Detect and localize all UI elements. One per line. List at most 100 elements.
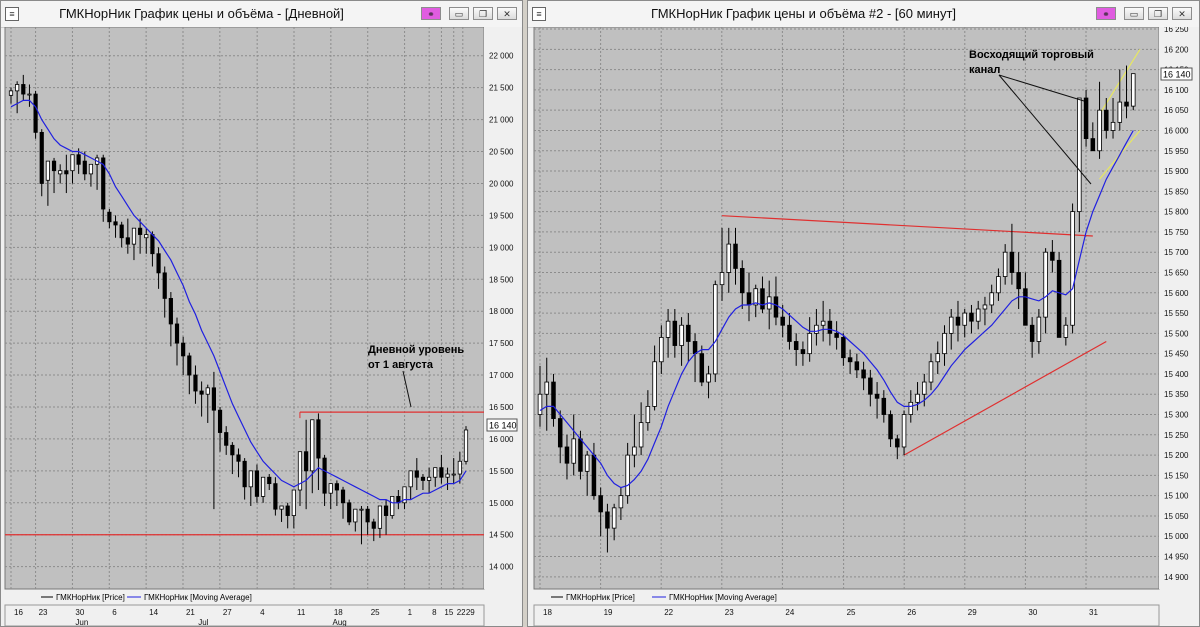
daily-chart-window: ≡ ГМКНорНик График цены и объёма - [Днев… (0, 0, 523, 627)
candle-up (935, 353, 941, 363)
candle-up (659, 337, 664, 363)
y-tick-label: 16 500 (489, 403, 514, 412)
candle-down (793, 341, 799, 350)
y-tick-label: 19 000 (489, 243, 514, 252)
y-tick-label: 15 850 (1164, 187, 1189, 196)
daily-chart[interactable]: 22 000 21 500 21 000 20 500 20 000 19 500 19 0… (1, 27, 522, 626)
minimize-icon[interactable]: ▭ (449, 7, 469, 20)
x-tick-label: 23 (725, 608, 734, 617)
candle-up (279, 505, 284, 510)
candle-up (713, 284, 718, 375)
candle-up (408, 470, 413, 488)
candle-down (800, 349, 806, 355)
candle-down (868, 377, 873, 395)
candle-up (1002, 251, 1008, 277)
candle-down (420, 476, 426, 481)
candle-up (70, 154, 75, 172)
candle-up (463, 429, 469, 462)
candle-down (672, 320, 678, 346)
candle-up (402, 486, 407, 504)
candle-down (334, 483, 339, 491)
candle-down (564, 446, 570, 464)
trend-line (903, 340, 1107, 456)
y-tick-label: 15 900 (1164, 167, 1189, 176)
candle-down (598, 495, 603, 513)
candle-up (8, 90, 14, 96)
candle-down (51, 160, 57, 172)
y-tick-label: 15 200 (1164, 451, 1189, 460)
candle-down (1050, 251, 1055, 261)
y-tick-label: 15 500 (1164, 329, 1189, 338)
candle-up (451, 473, 456, 476)
candle-down (174, 323, 180, 344)
candle-down (578, 438, 583, 472)
candle-up (908, 401, 914, 415)
last-price-box (1160, 67, 1193, 81)
candle-down (591, 454, 597, 497)
candle-down (125, 237, 130, 245)
candle-up (433, 467, 438, 478)
candle-down (107, 211, 112, 223)
candle-down (39, 131, 44, 184)
y-tick-label: 16 000 (489, 435, 514, 444)
restore-icon[interactable]: ❐ (1148, 7, 1168, 20)
y-axis-area (484, 27, 522, 589)
month-label: Jun (75, 618, 88, 626)
candle-down (64, 170, 69, 175)
candle-up (205, 387, 210, 395)
candle-down (888, 414, 893, 440)
candle-down (254, 470, 260, 497)
x-tick-label: 18 (334, 608, 343, 617)
window-menu-icon[interactable]: ≡ (5, 7, 19, 21)
close-icon[interactable]: ✕ (497, 7, 517, 20)
candle-up (427, 476, 432, 481)
plot-area (533, 27, 1160, 590)
annotation-line1: Восходящий торговый (969, 49, 1094, 61)
title-bar: ≡ ГМКНорНик График цены и объёма - [Днев… (1, 1, 522, 28)
x-tick-label: 8 (432, 608, 437, 617)
candle-down (242, 460, 247, 488)
candle-up (144, 234, 149, 239)
candle-down (1090, 138, 1096, 152)
candle-down (273, 483, 278, 510)
candle-down (211, 387, 216, 411)
candle-up (261, 476, 266, 497)
candle-up (377, 505, 383, 529)
legend-price: ГМКНорНик [Price] (566, 593, 635, 602)
link-icon[interactable]: ⚭ (421, 7, 441, 20)
candle-up (1110, 121, 1116, 131)
candle-up (989, 292, 994, 306)
candle-down (1056, 259, 1062, 338)
y-tick-label: 15 050 (1164, 512, 1189, 521)
link-icon[interactable]: ⚭ (1096, 7, 1116, 20)
candle-up (544, 381, 549, 395)
candle-up (652, 361, 657, 407)
x-tick-label: 21 (186, 608, 195, 617)
annotation-pointer-lower (998, 74, 1092, 185)
candle-down (119, 224, 124, 239)
minimize-icon[interactable]: ▭ (1124, 7, 1144, 20)
candle-up (625, 454, 630, 497)
candle-up (706, 373, 711, 383)
candle-up (359, 508, 364, 511)
candle-down (861, 369, 866, 379)
candle-up (638, 422, 644, 448)
candle-up (457, 460, 462, 475)
candle-up (45, 160, 50, 181)
candle-down (881, 397, 887, 415)
window-menu-icon[interactable]: ≡ (532, 7, 546, 21)
y-tick-label: 15 600 (1164, 289, 1189, 298)
candle-up (814, 324, 819, 334)
x-tick-label: 16 (14, 608, 23, 617)
y-tick-label: 15 300 (1164, 411, 1189, 420)
x-tick-label: 19 (604, 608, 613, 617)
candle-down (686, 324, 691, 342)
candle-up (1036, 316, 1042, 342)
close-icon[interactable]: ✕ (1172, 7, 1192, 20)
candle-down (1104, 109, 1109, 131)
y-tick-label: 16 100 (1164, 86, 1189, 95)
restore-icon[interactable]: ❐ (473, 7, 493, 20)
x-tick-label: 6 (112, 608, 117, 617)
candle-up (820, 320, 826, 326)
